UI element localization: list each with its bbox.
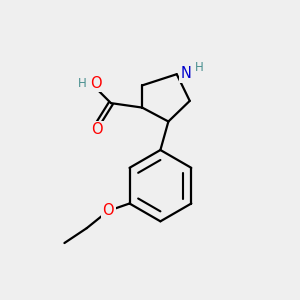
Text: N: N	[181, 66, 191, 81]
Text: O: O	[91, 122, 103, 137]
Text: H: H	[78, 77, 86, 90]
Text: O: O	[90, 76, 101, 91]
Text: H: H	[195, 61, 204, 74]
Text: O: O	[102, 203, 114, 218]
